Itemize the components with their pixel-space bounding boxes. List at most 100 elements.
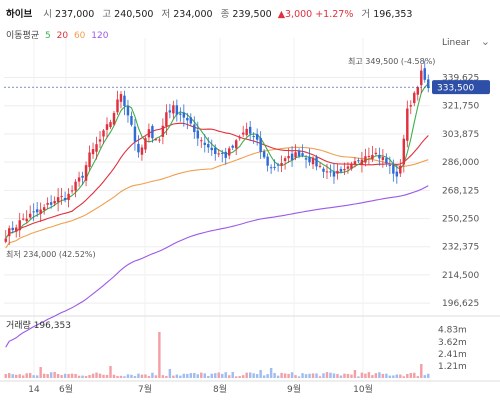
volume-bar [49, 372, 53, 378]
candle-body [151, 126, 154, 139]
ma-120: 120 [91, 31, 109, 41]
volume-bar [179, 375, 182, 378]
candle-body [193, 124, 196, 133]
candle-body [11, 227, 14, 231]
candle-body [269, 167, 273, 169]
volume-bar [329, 372, 332, 378]
volume-bar [88, 374, 91, 378]
volume-bar [46, 374, 49, 378]
ma5-line [5, 83, 429, 239]
candle-body [70, 190, 74, 192]
candle-body [262, 151, 266, 158]
price-summary: 하이브 시 237,000 고 240,500 저 234,000 종 239,… [6, 6, 415, 20]
volume-bar [224, 372, 227, 378]
volume-bar [399, 374, 402, 378]
volume-bar [165, 375, 168, 378]
candle-body [154, 139, 158, 141]
volume-bar [238, 376, 241, 378]
close-label: 종 [220, 9, 230, 20]
volume-bar [144, 374, 147, 378]
candle-body [179, 113, 182, 115]
volume-bar [290, 372, 294, 378]
volume-bar [241, 375, 245, 378]
chevron-down-icon[interactable]: ⌄ [480, 35, 490, 48]
volume-bar [413, 372, 416, 378]
candle-body [214, 147, 217, 154]
volume-bar [395, 374, 399, 378]
volume-bar [8, 373, 11, 378]
candle-body [353, 161, 357, 165]
volume-bar [332, 373, 336, 378]
volume-bar [336, 373, 339, 378]
candle-body [325, 171, 329, 173]
volume-bar [248, 372, 252, 378]
candle-body [308, 157, 311, 163]
date-tick-label: 8월 [213, 383, 227, 395]
candle-body [182, 112, 186, 118]
candle-body [346, 166, 350, 169]
volume-bar [259, 370, 262, 378]
candle-body [161, 125, 165, 137]
volume-bar [392, 375, 395, 378]
candle-body [329, 171, 332, 173]
low-label: 저 [161, 9, 171, 20]
volume-bar [301, 373, 304, 378]
candle-body [53, 200, 56, 204]
volume-bar [427, 373, 430, 378]
volume-bar [39, 367, 42, 378]
volume-bar [186, 373, 189, 378]
candle-body [266, 156, 269, 166]
candle-body [32, 211, 35, 213]
volume-bar [234, 376, 238, 378]
volume-bar [168, 369, 172, 378]
candle-body [189, 117, 193, 124]
volume-bar [308, 373, 311, 378]
ma-label: 이동평균 [6, 31, 40, 41]
volume-bar [25, 373, 28, 378]
date-tick-label: 14 [28, 385, 40, 395]
candle-body [395, 171, 399, 177]
volume-bar [147, 376, 151, 378]
volume-bar [262, 375, 266, 378]
volume-bar [81, 375, 84, 378]
candle-body [98, 139, 102, 142]
volume-bar [367, 372, 371, 378]
moving-average-legend[interactable]: 이동평균 5 20 60 120 [6, 28, 111, 41]
volume-bar [283, 373, 287, 378]
candle-body [378, 154, 381, 159]
volume-label: 거 [361, 9, 371, 20]
candle-body [14, 227, 18, 232]
price-tick-label: 250,250 [442, 215, 479, 225]
volume-bar [158, 332, 161, 378]
candle-body [339, 168, 343, 172]
volume-bar [42, 373, 46, 378]
volume-title: 거래량 196,353 [6, 319, 71, 331]
candle-body [77, 177, 81, 182]
candle-body [427, 79, 430, 88]
date-tick-label: 6월 [59, 383, 73, 395]
candle-body [144, 138, 147, 150]
candle-body [81, 175, 84, 178]
candle-body [248, 126, 252, 134]
volume-bar [276, 375, 280, 378]
open-label: 시 [43, 9, 53, 20]
volume-bar [98, 373, 102, 378]
volume-tick-label: 2.41m [438, 350, 467, 360]
candle-body [238, 137, 241, 139]
candle-body [25, 218, 28, 222]
change-value: ▲3,000 +1.27% [277, 9, 354, 20]
candle-body [56, 197, 60, 203]
volume-tick-label: 1.21m [438, 362, 467, 372]
scale-mode-dropdown[interactable]: Linear [442, 38, 470, 48]
volume-bar [343, 373, 346, 378]
volume-bar [217, 372, 220, 378]
volume-bar [207, 375, 210, 378]
volume-bar [255, 374, 259, 378]
candle-body [409, 105, 413, 107]
open-value: 237,000 [55, 9, 95, 20]
candle-body [301, 153, 304, 156]
volume-bar [304, 374, 308, 378]
volume-bar [161, 375, 165, 378]
candle-body [343, 169, 346, 171]
